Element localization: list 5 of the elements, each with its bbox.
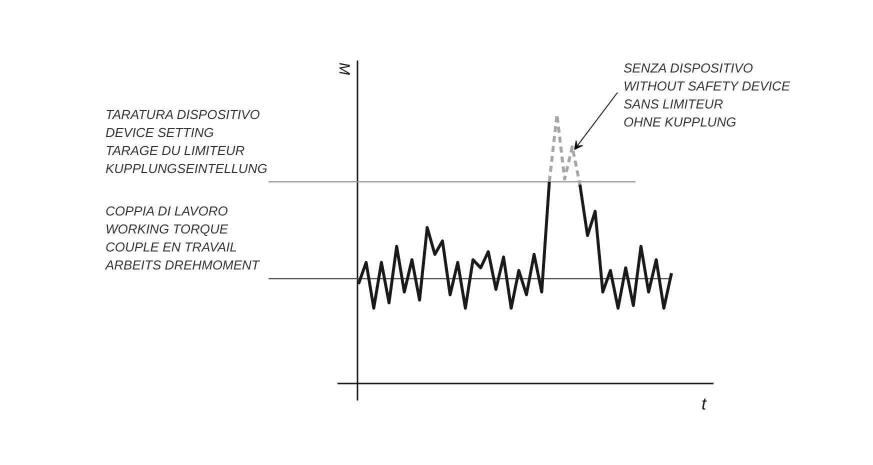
x-axis-title: t <box>702 394 708 414</box>
ref-line-label: TARATURA DISPOSITIVO DEVICE SETTING TARAGE DU LIMITEUR KUPPLUNGSEINTELLUNG <box>106 106 268 176</box>
y-axis-title: M <box>336 62 352 76</box>
ref-line-label: COPPIA DI LAVORO WORKING TORQUE COUPLE EN TRAVAIL ARBEITS DREHMOMENT <box>104 204 260 273</box>
annotation: SENZA DISPOSITIVO WITHOUT SAFETY DEVICE SANS LIMITEUR OHNE KUPPLUNG <box>624 60 790 130</box>
